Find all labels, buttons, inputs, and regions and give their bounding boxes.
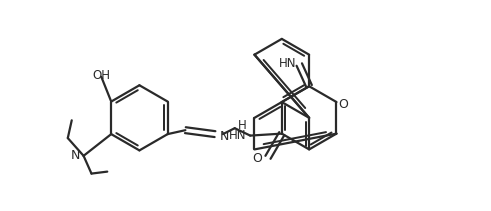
Text: H: H	[238, 119, 246, 132]
Text: OH: OH	[92, 69, 110, 82]
Text: N: N	[70, 149, 80, 162]
Text: O: O	[252, 152, 262, 165]
Text: N: N	[220, 130, 229, 143]
Text: HN: HN	[279, 57, 297, 70]
Text: HN: HN	[229, 129, 246, 142]
Text: O: O	[338, 98, 348, 111]
